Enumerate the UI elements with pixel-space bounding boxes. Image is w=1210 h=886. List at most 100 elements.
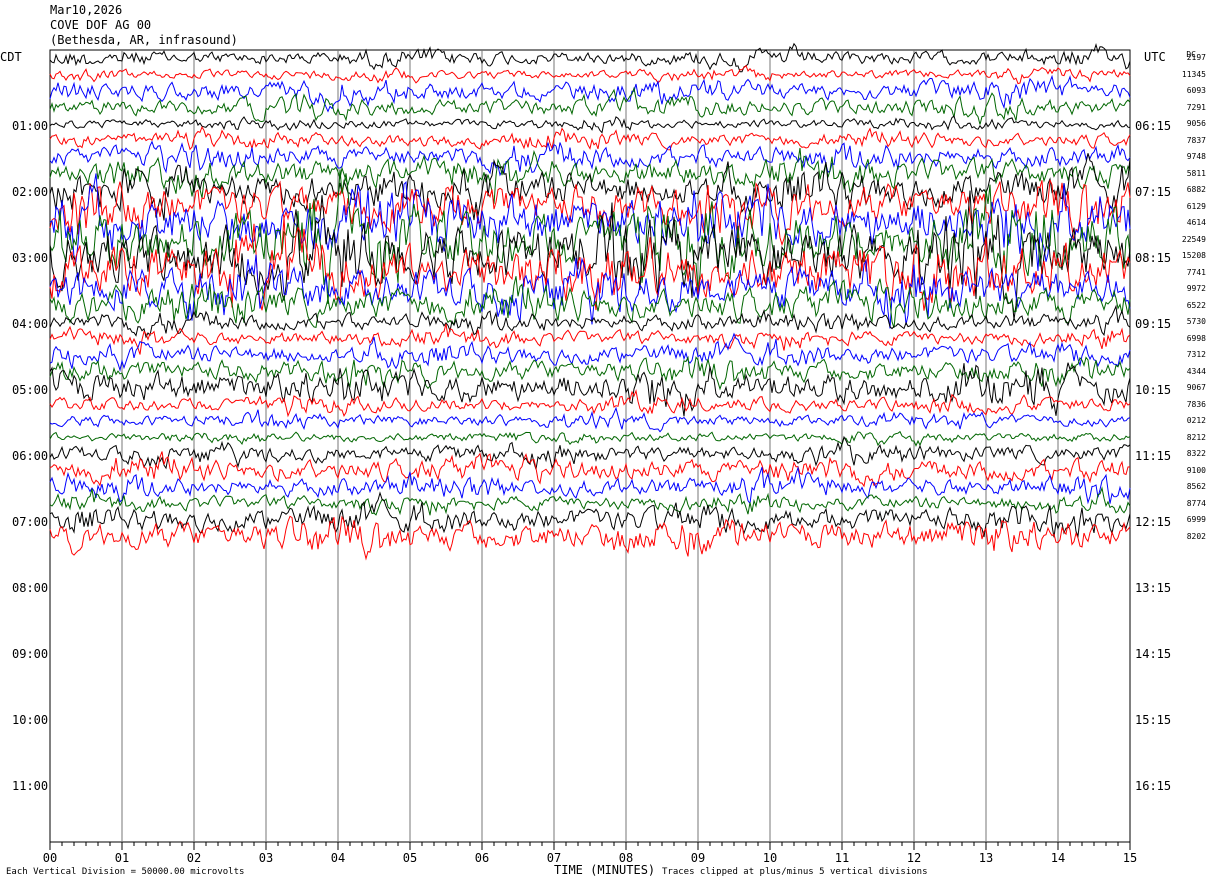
left-hour-label: 06:00 (12, 449, 49, 463)
trace-line (49, 465, 1131, 505)
chart-x-axis: 00 01 02 03 04 05 06 07 08 09 10 11 12 13 14 15 (43, 842, 1137, 865)
dc-offset-label: 9056 (1186, 119, 1206, 128)
right-hour-label: 06:15 (1135, 119, 1172, 133)
dc-offset-label: 4614 (1186, 218, 1206, 227)
x-tick-label: 02 (187, 851, 201, 865)
x-axis-title: TIME (MINUTES) (554, 863, 656, 877)
dc-offset-label: 5730 (1186, 317, 1206, 326)
trace-line (49, 169, 1131, 305)
right-hour-label: 09:15 (1135, 317, 1172, 331)
left-hour-label: 09:00 (12, 647, 49, 661)
dc-offset-label: 6998 (1186, 333, 1206, 343)
trace-line (49, 406, 1131, 433)
dc-offset-label: 7741 (1186, 267, 1206, 277)
x-tick-label: 15 (1123, 851, 1137, 865)
x-tick-label: 08 (619, 851, 633, 865)
right-hour-label: 13:15 (1135, 581, 1172, 595)
dc-offset-label: 11345 (1181, 69, 1206, 79)
x-tick-label: 10 (763, 851, 777, 865)
x-tick-label: 01 (115, 851, 129, 865)
left-hour-label: 04:00 (12, 317, 49, 331)
dc-offset-label: 6999 (1186, 515, 1206, 524)
right-timezone-label: UTC (1144, 50, 1166, 64)
dc-offset-label: 9100 (1186, 465, 1206, 475)
x-tick-label: 09 (691, 851, 705, 865)
trace-line (49, 74, 1131, 113)
left-hour-label: 07:00 (12, 515, 49, 529)
dc-offset-label: 4344 (1186, 366, 1206, 376)
chart-traces (49, 42, 1131, 561)
trace-line (49, 64, 1131, 85)
trace-line (49, 86, 1131, 125)
left-hour-label: 11:00 (12, 779, 49, 793)
trace-line (49, 190, 1131, 320)
dc-offset-label: 6093 (1186, 86, 1206, 95)
x-tick-label: 11 (835, 851, 849, 865)
left-hour-label: 01:00 (12, 119, 49, 133)
dc-offset-label: 22549 (1181, 234, 1206, 244)
x-tick-label: 07 (547, 851, 561, 865)
right-hour-label: 08:15 (1135, 251, 1172, 265)
left-hour-label: 08:00 (12, 581, 49, 595)
x-tick-label: 12 (907, 851, 921, 865)
left-timezone-label: CDT (0, 50, 22, 64)
right-hour-label: 12:15 (1135, 515, 1172, 529)
dc-offset-label: 9972 (1186, 284, 1206, 293)
dc-offset-label: 8774 (1186, 498, 1206, 508)
header-location: (Bethesda, AR, infrasound) (50, 33, 238, 47)
right-hour-label: 15:15 (1135, 713, 1172, 727)
left-hour-label: 02:00 (12, 185, 49, 199)
left-hour-label: 05:00 (12, 383, 49, 397)
trace-line (49, 125, 1131, 151)
trace-line (49, 355, 1131, 391)
dc-offset-label: 6882 (1186, 185, 1206, 194)
header-date: Mar10,2026 (50, 3, 123, 17)
trace-line (49, 515, 1131, 561)
trace-line (49, 389, 1131, 418)
trace-line (49, 332, 1131, 372)
dc-offset-label: 9748 (1186, 152, 1206, 161)
dc-offset-label: 2197 (1186, 53, 1206, 62)
left-hour-label: 03:00 (12, 251, 49, 265)
dc-offset-label: 7312 (1186, 350, 1206, 359)
x-tick-label: 04 (331, 851, 345, 865)
trace-line (49, 140, 1131, 177)
dc-offset-label: 7837 (1186, 135, 1206, 145)
trace-line (49, 254, 1131, 329)
dc-offset-label: 5811 (1186, 168, 1206, 178)
trace-line (49, 323, 1131, 355)
trace-line (49, 173, 1131, 272)
dc-offset-label: 7291 (1186, 102, 1206, 112)
dc-offset-label: 7836 (1186, 399, 1206, 409)
trace-line (49, 304, 1131, 339)
right-hour-label: 14:15 (1135, 647, 1172, 661)
right-hour-label: 11:15 (1135, 449, 1172, 463)
right-hour-label: 07:15 (1135, 185, 1172, 199)
x-tick-label: 13 (979, 851, 993, 865)
trace-line (49, 451, 1131, 488)
dc-offset-label: 8202 (1186, 531, 1206, 541)
x-tick-label: 06 (475, 851, 489, 865)
dc-offset-label: 9067 (1186, 383, 1206, 392)
dc-offset-label: 8562 (1186, 482, 1206, 491)
dc-header: DC (1186, 50, 1196, 59)
right-hour-label: 16:15 (1135, 779, 1172, 793)
dc-offset-label: 6522 (1186, 300, 1206, 310)
left-hour-label: 10:00 (12, 713, 49, 727)
dc-offset-label: 6129 (1186, 201, 1206, 211)
trace-line (49, 276, 1131, 329)
trace-line (49, 491, 1131, 539)
trace-line (49, 430, 1131, 447)
dc-offset-label: 8212 (1186, 432, 1206, 442)
plot-frame (49, 49, 1131, 843)
trace-line (49, 42, 1131, 73)
trace-line (49, 435, 1131, 470)
scale-note: Each Vertical Division = 50000.00 microv… (6, 867, 245, 877)
x-tick-label: 05 (403, 851, 417, 865)
chart-grid (49, 49, 1131, 843)
x-tick-label: 00 (43, 851, 57, 865)
dc-offset-label: 8322 (1186, 449, 1206, 458)
x-tick-label: 03 (259, 851, 273, 865)
right-hour-label: 10:15 (1135, 383, 1172, 397)
